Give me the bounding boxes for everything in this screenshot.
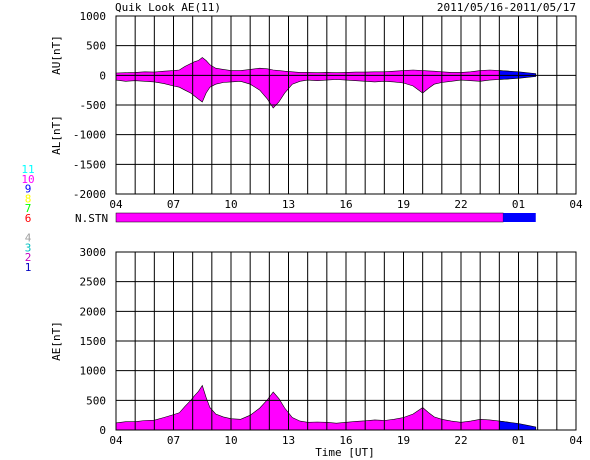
au-al-panel: 1000 500 0 -500 -1000 -1500 -2000 04 07 10 13 16 19… bbox=[50, 10, 583, 211]
legend-station-5: 5 bbox=[25, 222, 32, 235]
y-tick-label: 3000 bbox=[80, 246, 107, 259]
au-al-series bbox=[115, 57, 537, 109]
y-tick-label: 1000 bbox=[80, 365, 107, 378]
x-tick-label: 16 bbox=[339, 434, 352, 447]
al-area bbox=[115, 75, 510, 109]
x-tick-label: 22 bbox=[454, 434, 467, 447]
ae-y-tick-labels: 3000 2500 2000 1500 1000 500 0 bbox=[80, 246, 107, 437]
legend-station-7: 7 bbox=[25, 202, 32, 215]
x-tick-label: 22 bbox=[454, 198, 467, 211]
legend-station-4: 4 bbox=[25, 232, 32, 245]
time-axis-label: Time [UT] bbox=[315, 446, 375, 459]
y-tick-label: 0 bbox=[99, 69, 106, 82]
y-tick-label: -500 bbox=[80, 99, 107, 112]
au-al-y-tick-labels: 1000 500 0 -500 -1000 -1500 -2000 bbox=[73, 10, 106, 201]
x-tick-label: 13 bbox=[282, 434, 295, 447]
au-area bbox=[499, 70, 537, 76]
y-tick-label: 500 bbox=[86, 40, 106, 53]
x-tick-label: 19 bbox=[397, 198, 410, 211]
legend-station-3: 3 bbox=[25, 241, 32, 254]
y-tick-label: -2000 bbox=[73, 188, 106, 201]
legend-station-10: 10 bbox=[21, 173, 34, 186]
y-tick-label: 2000 bbox=[80, 305, 107, 318]
date-range: 2011/05/16-2011/05/17 bbox=[437, 1, 576, 14]
al-area bbox=[499, 75, 537, 80]
x-tick-label: 10 bbox=[224, 198, 237, 211]
legend-station-1: 1 bbox=[25, 261, 32, 274]
legend-station-11: 11 bbox=[21, 163, 34, 176]
ae-area bbox=[499, 420, 537, 431]
nstn-label: N.STN bbox=[75, 212, 108, 225]
x-tick-label: 07 bbox=[167, 198, 180, 211]
x-tick-label: 04 bbox=[109, 198, 123, 211]
chart-title: Quik Look AE(11) bbox=[115, 1, 221, 14]
station-count-bar-blue bbox=[503, 213, 536, 222]
x-tick-label: 04 bbox=[569, 434, 583, 447]
au-axis-label: AU[nT] bbox=[50, 35, 63, 75]
legend-station-6: 6 bbox=[25, 212, 32, 225]
station-count-bar bbox=[115, 212, 536, 223]
x-tick-label: 01 bbox=[512, 198, 525, 211]
y-tick-label: -1500 bbox=[73, 158, 106, 171]
y-tick-label: 2500 bbox=[80, 276, 107, 289]
legend-station-2: 2 bbox=[25, 251, 32, 264]
y-tick-label: 1500 bbox=[80, 335, 107, 348]
station-count-bar-magenta bbox=[115, 212, 504, 223]
x-tick-label: 16 bbox=[339, 198, 352, 211]
x-tick-label: 07 bbox=[167, 434, 180, 447]
au-area bbox=[115, 57, 510, 76]
x-tick-label: 13 bbox=[282, 198, 295, 211]
x-tick-label: 01 bbox=[512, 434, 525, 447]
plot-frame bbox=[115, 251, 577, 431]
y-tick-label: 1000 bbox=[80, 10, 107, 23]
y-tick-label: -1000 bbox=[73, 129, 106, 142]
y-tick-label: 0 bbox=[99, 424, 106, 437]
au-al-grid bbox=[115, 15, 577, 195]
ae-series bbox=[115, 384, 537, 431]
legend-station-8: 8 bbox=[25, 192, 32, 205]
x-tick-label: 10 bbox=[224, 434, 237, 447]
ae-x-tick-labels: 04 07 10 13 16 19 22 01 04 bbox=[109, 434, 583, 447]
plot-frame bbox=[115, 15, 577, 195]
ae-grid bbox=[115, 251, 577, 431]
al-axis-label: AL[nT] bbox=[50, 115, 63, 155]
ae-area bbox=[115, 384, 510, 431]
ae-axis-label: AE[nT] bbox=[50, 321, 63, 361]
legend-station-9: 9 bbox=[25, 183, 32, 196]
x-tick-label: 04 bbox=[109, 434, 123, 447]
x-tick-label: 19 bbox=[397, 434, 410, 447]
y-tick-label: 500 bbox=[86, 394, 106, 407]
x-tick-label: 04 bbox=[569, 198, 583, 211]
au-al-x-tick-labels: 04 07 10 13 16 19 22 01 04 bbox=[109, 198, 583, 211]
